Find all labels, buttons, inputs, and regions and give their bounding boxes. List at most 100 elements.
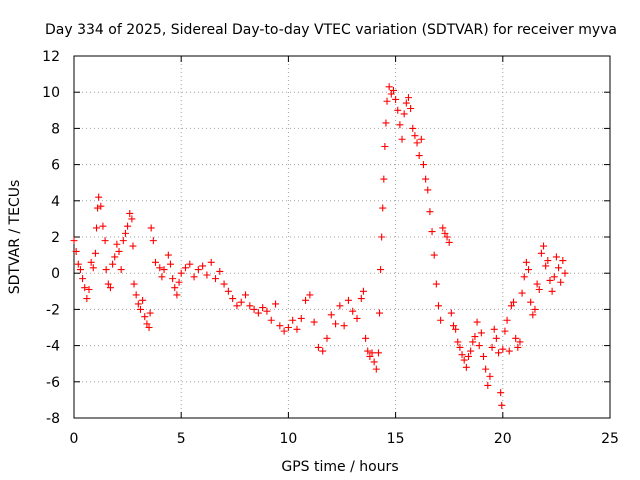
- data-point: [151, 258, 159, 266]
- data-point: [540, 242, 548, 250]
- data-point: [413, 139, 421, 147]
- data-point: [143, 320, 151, 328]
- data-point: [136, 305, 144, 313]
- data-point: [141, 313, 149, 321]
- data-point: [548, 287, 556, 295]
- data-point: [134, 300, 142, 308]
- data-point: [422, 175, 430, 183]
- data-point: [394, 106, 402, 114]
- data-point: [537, 249, 545, 257]
- data-point: [357, 295, 365, 303]
- data-point: [362, 334, 370, 342]
- data-point: [409, 124, 417, 132]
- data-point: [129, 242, 137, 250]
- x-tick-labels: 0 5 10 15 20 25: [70, 431, 619, 447]
- data-point: [156, 264, 164, 272]
- data-point: [220, 280, 228, 288]
- data-point: [99, 222, 107, 230]
- y-tick-label: 8: [51, 121, 60, 137]
- data-point: [280, 327, 288, 335]
- data-point: [160, 266, 168, 274]
- data-point: [302, 296, 310, 304]
- data-point: [353, 314, 361, 322]
- data-point: [488, 343, 496, 351]
- data-point: [319, 347, 327, 355]
- data-point: [83, 295, 91, 303]
- data-point: [224, 287, 232, 295]
- data-point: [327, 311, 335, 319]
- data-point: [72, 247, 80, 255]
- data-point: [310, 318, 318, 326]
- data-point: [166, 260, 174, 268]
- data-point: [490, 325, 498, 333]
- data-point: [385, 83, 393, 91]
- data-point: [454, 338, 462, 346]
- data-point: [81, 284, 89, 292]
- data-point: [557, 278, 565, 286]
- data-point: [419, 161, 427, 169]
- data-point: [471, 333, 479, 341]
- data-point: [402, 99, 410, 107]
- data-point: [520, 273, 528, 281]
- data-point: [518, 289, 526, 297]
- data-point: [139, 296, 147, 304]
- data-point: [561, 269, 569, 277]
- data-point: [250, 305, 258, 313]
- data-point: [272, 300, 280, 308]
- x-tick-label: 25: [601, 431, 619, 447]
- data-point: [267, 316, 275, 324]
- data-point: [516, 338, 524, 346]
- data-point: [439, 224, 447, 232]
- data-point: [498, 401, 506, 409]
- data-point: [458, 351, 466, 359]
- data-point: [533, 280, 541, 288]
- data-point: [501, 327, 509, 335]
- data-point: [370, 358, 378, 366]
- data-point: [484, 381, 492, 389]
- data-point: [175, 278, 183, 286]
- data-point: [464, 352, 472, 360]
- data-point: [246, 302, 254, 310]
- data-point: [492, 334, 500, 342]
- data-point: [480, 352, 488, 360]
- data-point: [276, 322, 284, 330]
- data-point: [79, 275, 87, 283]
- data-point: [432, 280, 440, 288]
- data-point: [169, 275, 177, 283]
- data-point: [527, 298, 535, 306]
- data-point: [89, 264, 97, 272]
- data-point: [132, 291, 140, 299]
- data-point: [146, 309, 154, 317]
- data-point: [411, 132, 419, 140]
- data-point: [106, 284, 114, 292]
- data-point: [445, 238, 453, 246]
- data-point: [525, 266, 533, 274]
- data-point: [76, 266, 84, 274]
- data-point: [396, 121, 404, 129]
- y-tick-label: -8: [46, 411, 60, 427]
- data-point: [254, 309, 262, 317]
- y-tick-label: 6: [51, 158, 60, 174]
- data-points: [70, 83, 569, 409]
- data-point: [216, 267, 224, 275]
- data-point: [546, 276, 554, 284]
- data-point: [559, 257, 567, 265]
- data-point: [387, 90, 395, 98]
- grid-lines: [74, 56, 610, 418]
- y-axis-label: SDTVAR / TECUs: [7, 180, 23, 295]
- data-point: [104, 280, 112, 288]
- data-point: [111, 253, 119, 261]
- data-point: [128, 215, 136, 223]
- data-point: [242, 291, 250, 299]
- data-point: [469, 338, 477, 346]
- data-point: [259, 304, 267, 312]
- data-point: [70, 237, 78, 245]
- data-point: [424, 186, 432, 194]
- data-point: [392, 95, 400, 103]
- data-point: [199, 262, 207, 270]
- data-point: [297, 314, 305, 322]
- y-tick-label: 0: [51, 266, 60, 282]
- data-point: [113, 240, 121, 248]
- data-point: [181, 264, 189, 272]
- data-point: [237, 298, 245, 306]
